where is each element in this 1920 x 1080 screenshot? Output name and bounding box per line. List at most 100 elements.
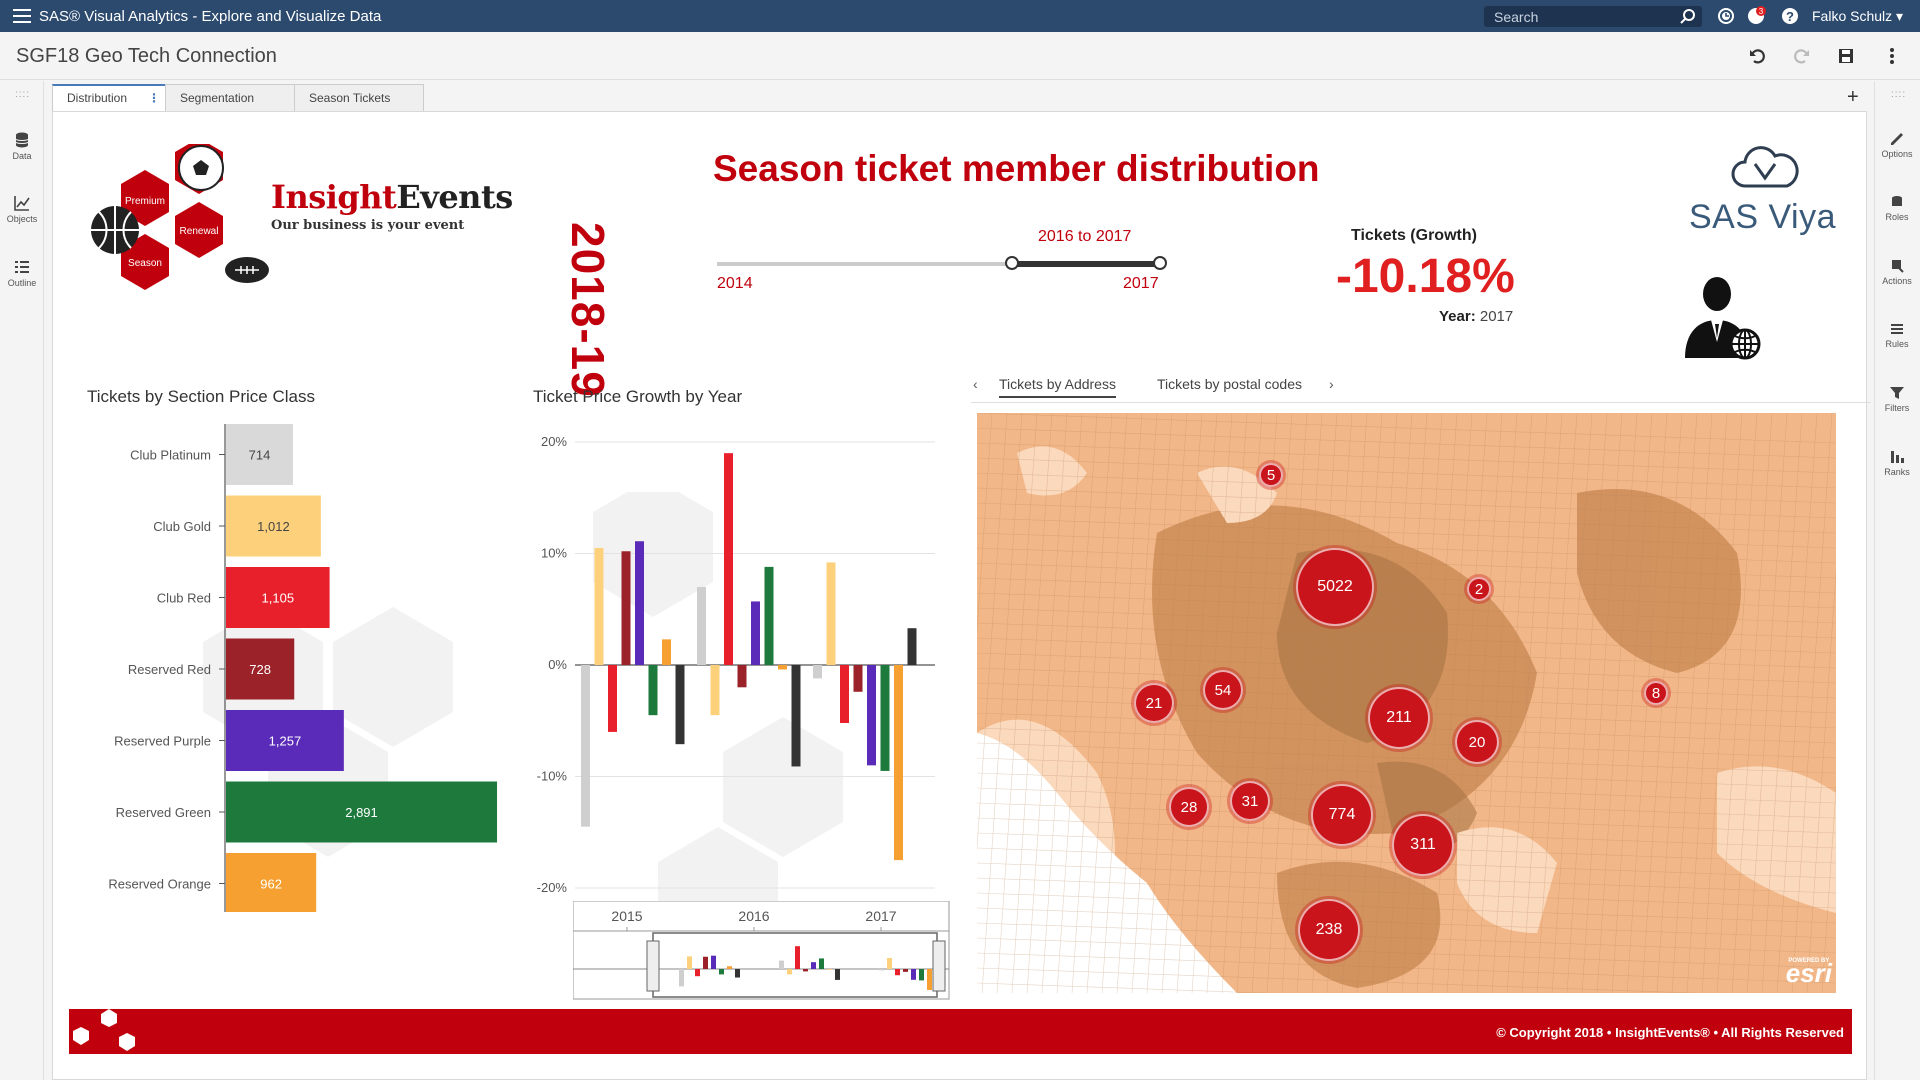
map-cluster-bubble[interactable]: 8 xyxy=(1644,681,1668,705)
map-cluster-bubble[interactable]: 28 xyxy=(1169,787,1209,827)
growth-bar[interactable] xyxy=(840,665,849,723)
growth-bar[interactable] xyxy=(621,551,631,665)
growth-bar[interactable] xyxy=(675,665,685,745)
tab-tickets-by-postal-codes[interactable]: Tickets by postal codes xyxy=(1157,376,1302,392)
search-icon[interactable] xyxy=(1680,8,1696,24)
bar[interactable] xyxy=(226,710,344,771)
growth-bar[interactable] xyxy=(826,562,836,665)
bar[interactable] xyxy=(226,567,330,628)
bar[interactable] xyxy=(226,638,295,700)
overview-bar xyxy=(887,957,892,969)
rail-rules[interactable]: Rules xyxy=(1875,321,1919,349)
rail-label: Filters xyxy=(1884,403,1910,413)
map-cluster-bubble[interactable]: 5 xyxy=(1259,463,1283,487)
tab-tickets-by-address[interactable]: Tickets by Address xyxy=(999,376,1116,398)
growth-bar[interactable] xyxy=(813,665,822,679)
rail-actions[interactable]: Actions xyxy=(1875,258,1919,286)
bar[interactable] xyxy=(226,495,321,557)
map-cluster-bubble[interactable]: 238 xyxy=(1298,899,1360,961)
slider-handle-end[interactable] xyxy=(1153,256,1167,270)
rail-label: Roles xyxy=(1885,212,1909,222)
undo-icon[interactable] xyxy=(1747,46,1767,66)
growth-bar[interactable] xyxy=(880,665,890,771)
map-cluster-bubble[interactable]: 774 xyxy=(1311,784,1373,846)
geo-map[interactable]: 5 5022 2 54 21 211 20 8 28 31 774 311 238 POWERED BY… xyxy=(977,413,1836,993)
bar[interactable] xyxy=(226,853,317,912)
growth-bar[interactable] xyxy=(853,665,863,692)
slider-min-label: 2014 xyxy=(717,275,753,292)
database-icon xyxy=(15,132,29,148)
tab-segmentation[interactable]: Segmentation xyxy=(165,84,295,112)
grip-icon[interactable]: :::: xyxy=(15,89,31,100)
growth-bar[interactable] xyxy=(710,665,720,716)
rail-options[interactable]: Options xyxy=(1875,131,1919,159)
tab-scroll-right-icon[interactable]: › xyxy=(1329,376,1334,392)
growth-bar[interactable] xyxy=(778,665,787,670)
redo-icon[interactable] xyxy=(1792,46,1812,66)
growth-bar[interactable] xyxy=(764,566,774,665)
overview-handle-right[interactable] xyxy=(932,940,946,992)
slider-range-label: 2016 to 2017 xyxy=(1038,228,1132,245)
notifications-icon[interactable]: 3 xyxy=(1746,6,1766,26)
map-tab-bar: ‹ Tickets by Address Tickets by postal c… xyxy=(971,370,1871,403)
year-slider-track[interactable] xyxy=(717,262,1161,266)
year-slider-selection[interactable] xyxy=(1012,261,1159,267)
map-cluster-bubble[interactable]: 2 xyxy=(1467,577,1491,601)
map-cluster-bubble[interactable]: 31 xyxy=(1230,781,1270,821)
tab-season-tickets[interactable]: Season Tickets xyxy=(294,84,424,112)
growth-bar[interactable] xyxy=(907,628,917,665)
grip-icon[interactable]: :::: xyxy=(1891,89,1907,100)
growth-bar[interactable] xyxy=(635,541,644,665)
rail-roles[interactable]: Roles xyxy=(1875,194,1919,222)
map-cluster-bubble[interactable]: 311 xyxy=(1392,814,1454,876)
overview-bar xyxy=(787,969,792,975)
overview-bar xyxy=(803,969,808,972)
user-menu[interactable]: Falko Schulz ▾ xyxy=(1812,8,1904,24)
sas-viya-logo: SAS Viya xyxy=(1689,198,1837,236)
growth-bar[interactable] xyxy=(648,665,658,716)
growth-bar[interactable] xyxy=(594,547,604,665)
x-tick-label: 2015 xyxy=(611,908,642,924)
map-cluster-bubble[interactable]: 211 xyxy=(1368,687,1430,749)
help-icon[interactable]: ? xyxy=(1780,6,1800,26)
growth-bar[interactable] xyxy=(724,453,733,665)
add-page-button[interactable]: + xyxy=(1847,86,1859,108)
bar-value-label: 728 xyxy=(249,662,271,677)
rail-filters[interactable]: Filters xyxy=(1875,385,1919,413)
filter-icon xyxy=(1890,387,1904,399)
search-input[interactable]: Search xyxy=(1484,6,1702,27)
bar[interactable] xyxy=(226,781,498,843)
growth-bar[interactable] xyxy=(608,665,617,732)
rail-data[interactable]: Data xyxy=(0,131,44,161)
recent-icon[interactable] xyxy=(1716,6,1736,26)
map-cluster-bubble[interactable]: 20 xyxy=(1455,720,1499,764)
growth-bar[interactable] xyxy=(697,586,706,665)
growth-bar[interactable] xyxy=(737,665,747,688)
map-cluster-bubble[interactable]: 5022 xyxy=(1296,548,1374,626)
map-cluster-bubble[interactable]: 54 xyxy=(1203,670,1243,710)
menu-icon[interactable] xyxy=(13,9,31,23)
tab-scroll-left-icon[interactable]: ‹ xyxy=(973,376,978,392)
growth-bar[interactable] xyxy=(662,639,671,665)
bar-value-label: 714 xyxy=(249,448,271,463)
rail-outline[interactable]: Outline xyxy=(0,258,44,288)
growth-bar[interactable] xyxy=(894,665,903,861)
bar-value-label: 1,105 xyxy=(262,591,295,606)
map-cluster-bubble[interactable]: 21 xyxy=(1134,683,1174,723)
tab-distribution[interactable]: Distribution ⋮ xyxy=(52,84,166,112)
logo-hex-premium: Premium xyxy=(125,196,165,207)
save-icon[interactable] xyxy=(1836,46,1856,66)
growth-bar[interactable] xyxy=(751,601,760,665)
rail-objects[interactable]: Objects xyxy=(0,194,44,224)
tab-menu-icon[interactable]: ⋮ xyxy=(148,91,160,105)
season-label: 2018-19 xyxy=(562,222,614,398)
time-overview-strip[interactable]: 2015 2016 2017 xyxy=(573,901,953,1001)
growth-bar[interactable] xyxy=(581,665,590,827)
growth-bar[interactable] xyxy=(867,665,876,766)
overview-handle-left[interactable] xyxy=(646,940,660,992)
bar[interactable] xyxy=(226,424,293,485)
growth-bar[interactable] xyxy=(791,665,801,767)
rail-ranks[interactable]: Ranks xyxy=(1875,449,1919,477)
slider-handle-start[interactable] xyxy=(1005,256,1019,270)
more-icon[interactable] xyxy=(1882,46,1902,66)
